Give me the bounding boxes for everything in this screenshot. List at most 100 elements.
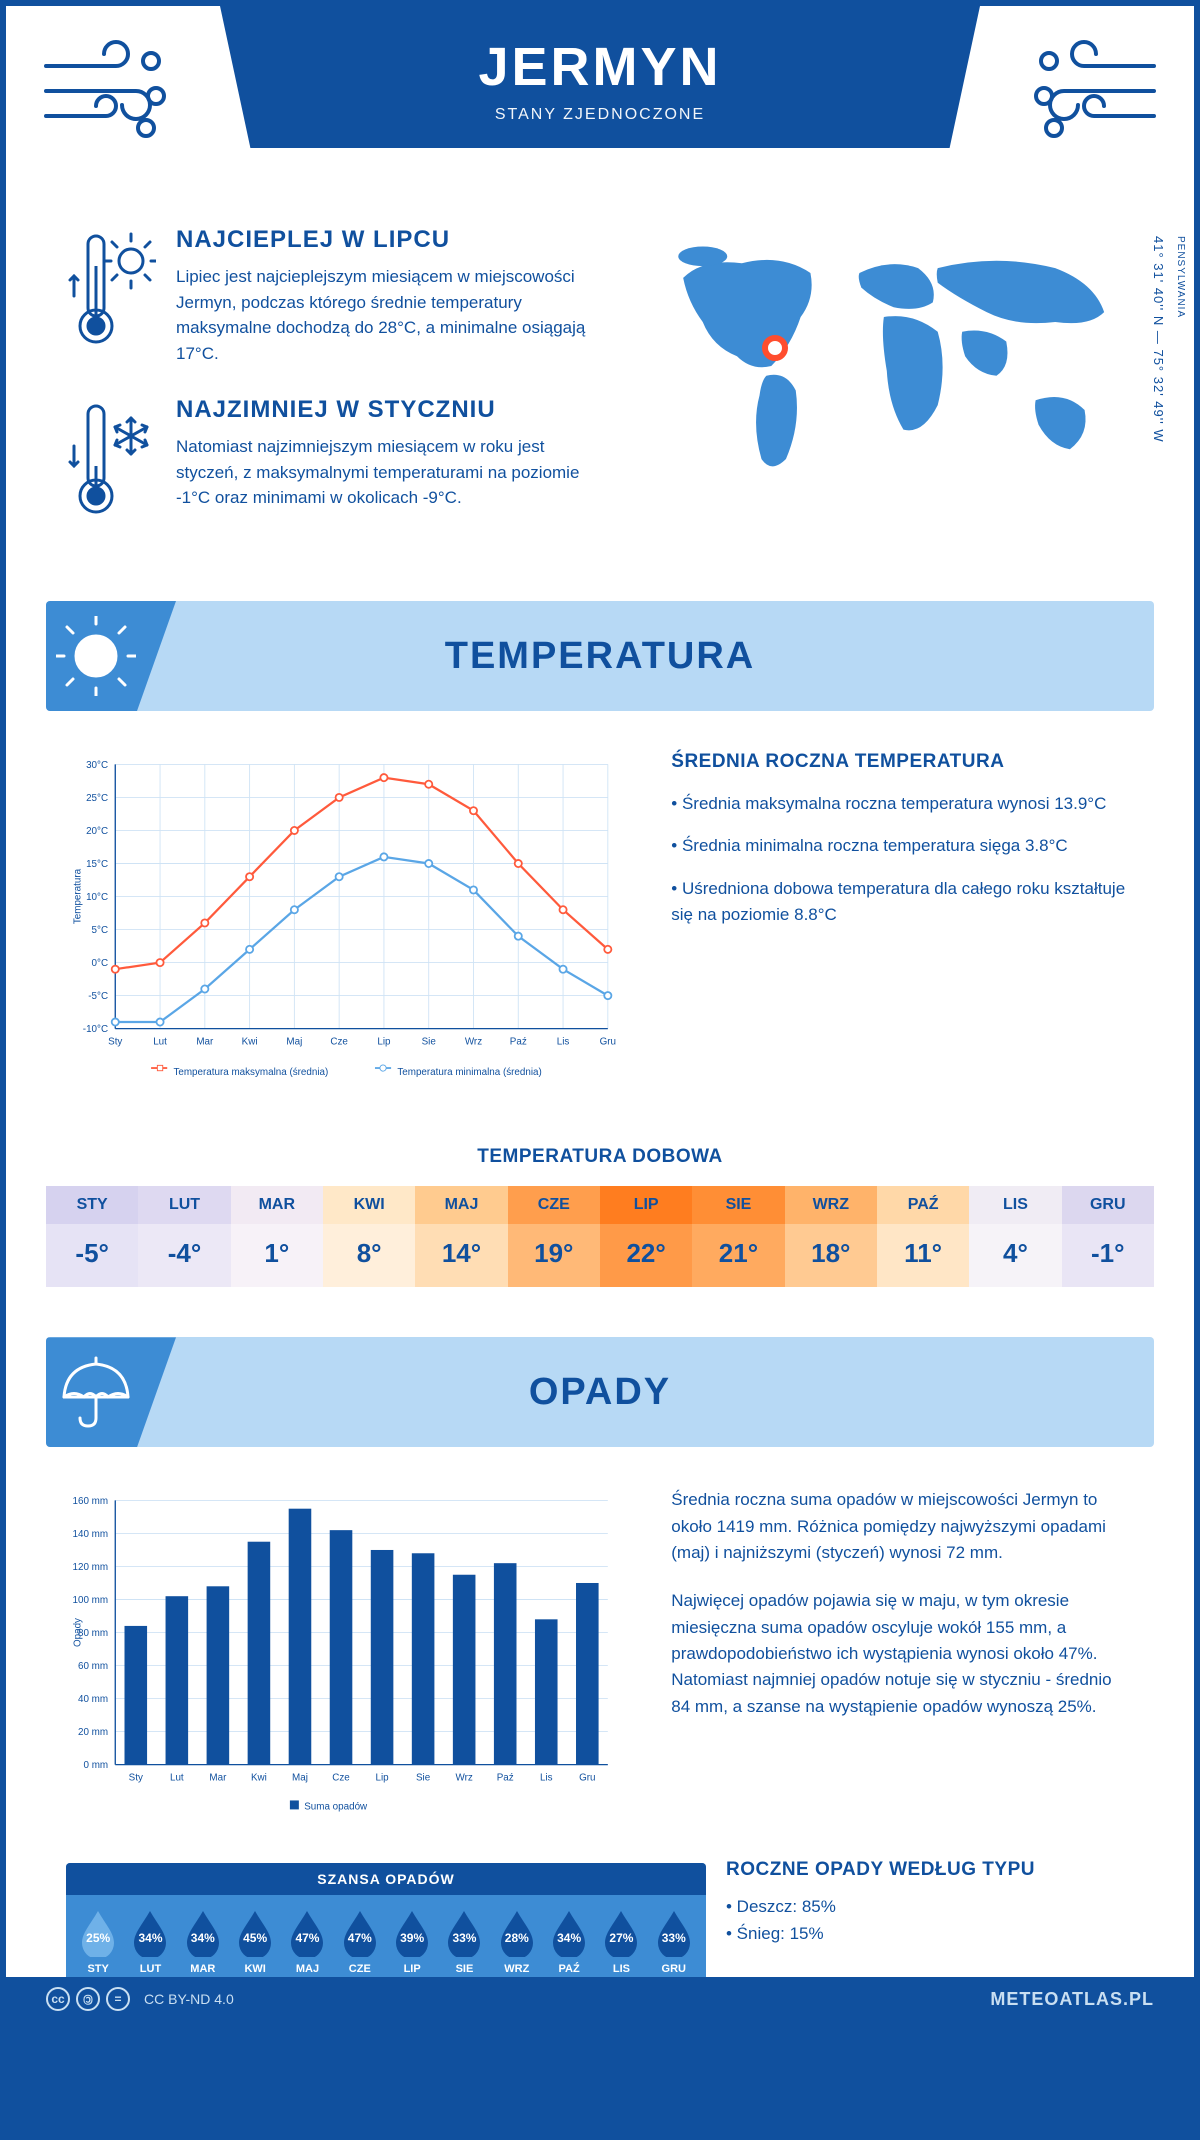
wind-icon <box>36 36 176 146</box>
raindrop-icon: 47% <box>287 1909 327 1957</box>
chance-cell: 33%SIE <box>440 1909 488 1975</box>
raindrop-icon: 33% <box>654 1909 694 1957</box>
svg-text:Sty: Sty <box>129 1773 143 1784</box>
fact-cold-text: Natomiast najzimniejszym miesiącem w rok… <box>176 434 604 511</box>
svg-text:-10°C: -10°C <box>83 1024 108 1035</box>
chance-cell: 28%WRZ <box>493 1909 541 1975</box>
fact-hot-title: NAJCIEPLEJ W LIPCU <box>176 226 604 254</box>
svg-text:Mar: Mar <box>196 1037 214 1048</box>
daily-temp-cell: MAR1° <box>231 1186 323 1287</box>
svg-text:Temperatura maksymalna (średni: Temperatura maksymalna (średnia) <box>173 1067 328 1078</box>
precip-type-rain: • Deszcz: 85% <box>726 1893 1134 1920</box>
raindrop-icon: 34% <box>130 1909 170 1957</box>
svg-text:15°C: 15°C <box>86 859 108 870</box>
svg-text:Mar: Mar <box>209 1773 227 1784</box>
daily-temp-cell: LIS4° <box>969 1186 1061 1287</box>
svg-text:Temperatura minimalna (średnia: Temperatura minimalna (średnia) <box>397 1067 541 1078</box>
svg-text:0 mm: 0 mm <box>83 1761 108 1772</box>
svg-text:Lis: Lis <box>557 1037 570 1048</box>
chance-cell: 33%GRU <box>650 1909 698 1975</box>
daily-temp-cell: CZE19° <box>508 1186 600 1287</box>
svg-text:0°C: 0°C <box>92 958 109 969</box>
temp-bullet-2: • Średnia minimalna roczna temperatura s… <box>671 833 1134 859</box>
cc-icons: cc🄯= <box>46 1987 130 2011</box>
svg-text:Maj: Maj <box>292 1773 308 1784</box>
svg-text:Gru: Gru <box>600 1037 616 1048</box>
svg-text:140 mm: 140 mm <box>73 1529 109 1540</box>
chance-cell: 45%KWI <box>231 1909 279 1975</box>
coordinates: 41° 31' 40'' N — 75° 32' 49'' W <box>1151 236 1166 443</box>
svg-text:Lis: Lis <box>540 1773 553 1784</box>
sun-icon <box>46 601 176 711</box>
intro-section: NAJCIEPLEJ W LIPCU Lipiec jest najcieple… <box>6 206 1194 601</box>
temp-bullet-3: • Uśredniona dobowa temperatura dla całe… <box>671 876 1134 929</box>
svg-text:Kwi: Kwi <box>251 1773 267 1784</box>
footer: cc🄯= CC BY-ND 4.0 METEOATLAS.PL <box>6 1977 1194 2021</box>
raindrop-icon: 28% <box>497 1909 537 1957</box>
wind-icon <box>1024 36 1164 146</box>
thermometer-sun-icon <box>66 226 156 366</box>
page-title: JERMYN <box>220 36 980 98</box>
brand-name: METEOATLAS.PL <box>990 1989 1154 2010</box>
svg-text:5°C: 5°C <box>92 925 109 936</box>
section-title-temperature: TEMPERATURA <box>445 635 756 678</box>
chance-cell: 34%PAŹ <box>545 1909 593 1975</box>
svg-text:Gru: Gru <box>579 1773 595 1784</box>
daily-temp-heading: TEMPERATURA DOBOWA <box>6 1146 1194 1168</box>
svg-text:Wrz: Wrz <box>455 1773 472 1784</box>
header: JERMYN STANY ZJEDNOCZONE <box>6 6 1194 206</box>
svg-text:Paź: Paź <box>510 1037 527 1048</box>
svg-text:Kwi: Kwi <box>242 1037 258 1048</box>
svg-text:120 mm: 120 mm <box>73 1562 109 1573</box>
fact-coldest: NAJZIMNIEJ W STYCZNIU Natomiast najzimni… <box>66 396 604 531</box>
temperature-line-chart: -10°C-5°C0°C5°C10°C15°C20°C25°C30°CStyLu… <box>66 751 621 1091</box>
svg-text:100 mm: 100 mm <box>73 1595 109 1606</box>
chance-cell: 39%LIP <box>388 1909 436 1975</box>
daily-temp-cell: STY-5° <box>46 1186 138 1287</box>
svg-text:20°C: 20°C <box>86 826 108 837</box>
chance-cell: 34%MAR <box>179 1909 227 1975</box>
svg-text:60 mm: 60 mm <box>78 1661 108 1672</box>
daily-temp-cell: LUT-4° <box>138 1186 230 1287</box>
svg-text:Maj: Maj <box>286 1037 302 1048</box>
precip-type-snow: • Śnieg: 15% <box>726 1920 1134 1947</box>
region-label: PENSYLWANIA <box>1175 236 1186 318</box>
svg-text:30°C: 30°C <box>86 760 108 771</box>
svg-text:Wrz: Wrz <box>465 1037 482 1048</box>
svg-text:25°C: 25°C <box>86 793 108 804</box>
chance-cell: 47%MAJ <box>283 1909 331 1975</box>
precip-type-heading: ROCZNE OPADY WEDŁUG TYPU <box>726 1859 1134 1881</box>
svg-text:Paź: Paź <box>497 1773 514 1784</box>
svg-text:40 mm: 40 mm <box>78 1694 108 1705</box>
svg-text:Cze: Cze <box>330 1037 348 1048</box>
raindrop-icon: 39% <box>392 1909 432 1957</box>
chance-cell: 25%STY <box>74 1909 122 1975</box>
svg-text:Temperatura: Temperatura <box>72 868 83 924</box>
svg-text:160 mm: 160 mm <box>73 1496 109 1507</box>
license-text: CC BY-ND 4.0 <box>144 1991 234 2007</box>
umbrella-icon <box>46 1337 176 1447</box>
page-subtitle: STANY ZJEDNOCZONE <box>220 106 980 124</box>
section-title-precipitation: OPADY <box>529 1371 671 1414</box>
chance-cell: 27%LIS <box>597 1909 645 1975</box>
fact-hot-text: Lipiec jest najcieplejszym miesiącem w m… <box>176 264 604 366</box>
world-map <box>644 226 1134 506</box>
svg-text:10°C: 10°C <box>86 892 108 903</box>
svg-text:Sie: Sie <box>416 1773 431 1784</box>
raindrop-icon: 34% <box>183 1909 223 1957</box>
chance-cell: 34%LUT <box>126 1909 174 1975</box>
precipitation-bar-chart: 0 mm20 mm40 mm60 mm80 mm100 mm120 mm140 … <box>66 1487 621 1827</box>
precip-p2: Najwięcej opadów pojawia się w maju, w t… <box>671 1588 1134 1720</box>
thermometer-snow-icon <box>66 396 156 531</box>
daily-temp-strip: STY-5°LUT-4°MAR1°KWI8°MAJ14°CZE19°LIP22°… <box>46 1186 1154 1287</box>
raindrop-icon: 34% <box>549 1909 589 1957</box>
raindrop-icon: 27% <box>601 1909 641 1957</box>
daily-temp-cell: LIP22° <box>600 1186 692 1287</box>
svg-text:Opady: Opady <box>72 1618 83 1647</box>
title-banner: JERMYN STANY ZJEDNOCZONE <box>220 6 980 148</box>
temp-annual-heading: ŚREDNIA ROCZNA TEMPERATURA <box>671 751 1134 773</box>
svg-text:Lip: Lip <box>375 1773 389 1784</box>
daily-temp-cell: PAŹ11° <box>877 1186 969 1287</box>
daily-temp-cell: KWI8° <box>323 1186 415 1287</box>
chance-cell: 47%CZE <box>336 1909 384 1975</box>
